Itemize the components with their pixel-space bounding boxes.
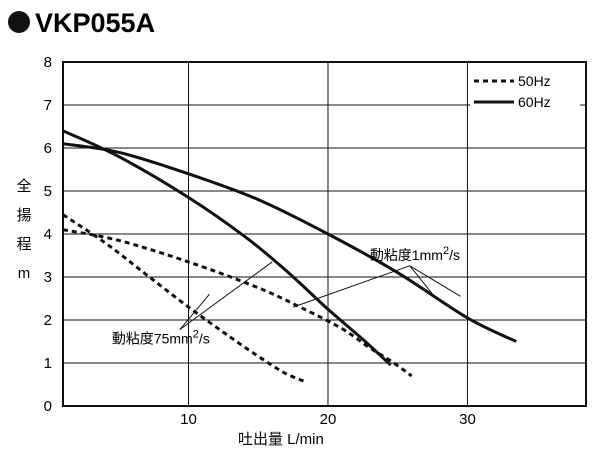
annotation-leader-1-1 xyxy=(179,261,273,331)
y-tick-label-0: 0 xyxy=(44,398,52,415)
y-axis-label-char-0: 全 xyxy=(16,177,31,195)
annotation-leader-1-0 xyxy=(179,293,210,330)
annotation-leader-0-0 xyxy=(292,265,410,308)
series-line-2 xyxy=(62,142,517,343)
y-tick-label-3: 3 xyxy=(44,269,52,286)
annotation-leader-0-1 xyxy=(409,265,433,295)
title-bullet-icon xyxy=(8,11,30,33)
y-axis-label-char-1: 揚 xyxy=(16,207,31,224)
annotation-label-1: 動粘度75mm2/s xyxy=(112,329,210,347)
y-axis-label-char-2: 程 xyxy=(16,236,31,253)
y-tick-label-8: 8 xyxy=(44,54,52,71)
chart-title: VKP055A xyxy=(35,8,155,38)
legend-box xyxy=(470,68,580,112)
y-tick-label-5: 5 xyxy=(44,183,52,200)
legend-label-0: 50Hz xyxy=(518,73,551,89)
series-line-1 xyxy=(62,213,308,384)
annotation-label-0: 動粘度1mm2/s xyxy=(370,245,460,263)
legend-label-1: 60Hz xyxy=(518,94,551,110)
y-tick-label-2: 2 xyxy=(44,312,52,329)
x-tick-label-0: 10 xyxy=(180,411,197,428)
y-tick-label-7: 7 xyxy=(44,97,52,114)
y-tick-label-4: 4 xyxy=(44,226,52,243)
x-tick-label-2: 30 xyxy=(459,411,476,428)
x-axis-label: 吐出量 L/min xyxy=(238,431,324,448)
y-tick-label-6: 6 xyxy=(44,140,52,157)
annotation-leader-0-2 xyxy=(409,265,461,297)
series-line-3 xyxy=(62,129,392,367)
y-tick-label-1: 1 xyxy=(44,355,52,372)
x-tick-label-1: 20 xyxy=(320,411,337,428)
y-axis-label-char-3: m xyxy=(18,265,31,282)
